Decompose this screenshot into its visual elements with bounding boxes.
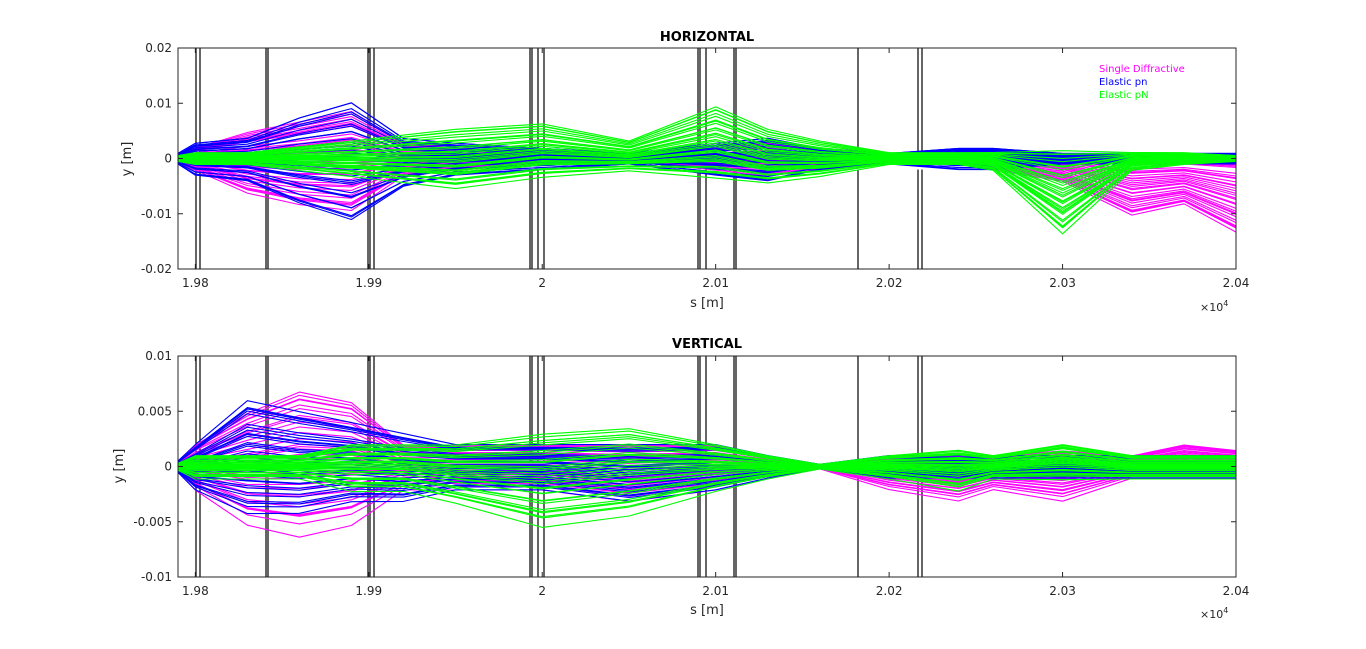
vertical-plot: VERTICAL 1.98 1.99 2 2.01 2.02 2.03 2.04 -0.01 -… — [112, 337, 1249, 621]
trajectory-line — [178, 451, 1236, 467]
x-tick-label: 2 — [538, 584, 546, 598]
trajectory-line — [178, 160, 1236, 235]
y-tick-label: -0.01 — [141, 570, 172, 584]
trajectory-line — [178, 461, 1236, 483]
plot-area — [178, 356, 1236, 577]
trajectory-line — [178, 106, 1236, 157]
trajectory-line — [178, 115, 1236, 163]
y-tick-label: 0 — [164, 460, 172, 474]
x-tick-label: 2.04 — [1223, 584, 1250, 598]
trajectory-line — [178, 159, 1236, 177]
x-tick-label: 2.02 — [876, 276, 903, 290]
trajectory-line — [178, 466, 1236, 485]
trajectory-line — [178, 160, 1236, 228]
trajectory-line — [178, 132, 1236, 182]
x-axis-label: s [m] — [690, 603, 724, 618]
y-tick-label: 0.01 — [145, 96, 172, 110]
y-tick-label: -0.005 — [133, 515, 172, 529]
x-tick-label: 2.03 — [1049, 584, 1076, 598]
trajectory-line — [178, 163, 1236, 221]
trajectory-line — [178, 149, 1236, 202]
trajectory-line — [178, 458, 1236, 474]
trajectory-line — [178, 144, 1236, 196]
trajectory-line — [178, 467, 1236, 504]
trajectory-line — [178, 142, 1236, 194]
trajectory-line — [178, 454, 1236, 467]
trajectory-line — [178, 158, 1236, 212]
trajectory-line — [178, 159, 1236, 221]
legend-entry: Single Diffractive — [1099, 64, 1185, 75]
trajectory-line — [178, 459, 1236, 477]
y-tick-label: 0.005 — [138, 404, 172, 418]
trajectory-line — [178, 456, 1236, 468]
x-tick-label: 1.98 — [182, 276, 209, 290]
trajectory-line — [178, 136, 1236, 187]
series-elastic-pn — [178, 428, 1236, 528]
trajectory-line — [178, 109, 1236, 157]
y-tick-label: 0.02 — [145, 41, 172, 55]
y-axis-label: y [m] — [112, 449, 127, 484]
chart-title: VERTICAL — [672, 337, 742, 352]
trajectory-line — [178, 122, 1236, 171]
trajectory-line — [178, 120, 1236, 168]
trajectory-line — [178, 464, 1236, 489]
x-tick-label: 2 — [538, 276, 546, 290]
trajectory-line — [178, 138, 1236, 190]
trajectory-line — [178, 138, 1236, 158]
trajectory-line — [178, 467, 1236, 502]
trajectory-line — [178, 155, 1236, 209]
x-axis-label: s [m] — [690, 296, 724, 311]
x-exponent-label: ×104 — [1200, 606, 1228, 621]
trajectory-line — [178, 468, 1236, 528]
y-tick-label: -0.01 — [141, 207, 172, 221]
y-tick-label: 0 — [164, 152, 172, 166]
trajectory-line — [178, 467, 1236, 514]
trajectory-line — [178, 428, 1236, 465]
trajectory-line — [178, 447, 1236, 466]
x-tick-label: 2.01 — [702, 584, 729, 598]
trajectory-line — [178, 159, 1236, 212]
y-tick-label: 0.01 — [145, 349, 172, 363]
x-tick-label: 1.99 — [355, 584, 382, 598]
chart-title: HORIZONTAL — [660, 30, 754, 45]
y-axis-label: y [m] — [120, 142, 135, 177]
trajectory-line — [178, 127, 1236, 176]
trajectory-line — [178, 112, 1236, 159]
x-exponent-label: ×104 — [1200, 299, 1228, 314]
plot-area — [178, 48, 1236, 269]
trajectory-line — [178, 443, 1236, 466]
aperture-markers — [195, 48, 923, 269]
trajectory-line — [178, 460, 1236, 480]
legend-entry: Elastic pN — [1099, 90, 1149, 101]
x-tick-label: 2.01 — [702, 276, 729, 290]
y-tick-label: -0.02 — [141, 262, 172, 276]
x-tick-label: 2.03 — [1049, 276, 1076, 290]
trajectory-line — [178, 466, 1236, 494]
trajectory-line — [178, 467, 1236, 511]
trajectory-line — [178, 467, 1236, 519]
trajectory-line — [178, 129, 1236, 179]
trajectory-line — [178, 462, 1236, 485]
trajectory-line — [178, 433, 1236, 466]
trajectory-line — [178, 140, 1236, 191]
x-tick-label: 1.99 — [355, 276, 382, 290]
x-tick-label: 2.02 — [876, 584, 903, 598]
series-elastic-pn — [178, 106, 1236, 235]
trajectory-line — [178, 159, 1236, 215]
legend: Single Diffractive Elastic pn Elastic pN — [1099, 64, 1185, 101]
x-tick-label: 2.04 — [1223, 276, 1250, 290]
legend-entry: Elastic pn — [1099, 77, 1148, 88]
trajectory-line — [178, 430, 1236, 466]
horizontal-plot: HORIZONTAL 1.98 1.99 2 2.01 2.02 2.03 2.04 -0.0… — [120, 30, 1249, 314]
x-tick-label: 1.98 — [182, 584, 209, 598]
trajectory-line — [178, 468, 1236, 515]
